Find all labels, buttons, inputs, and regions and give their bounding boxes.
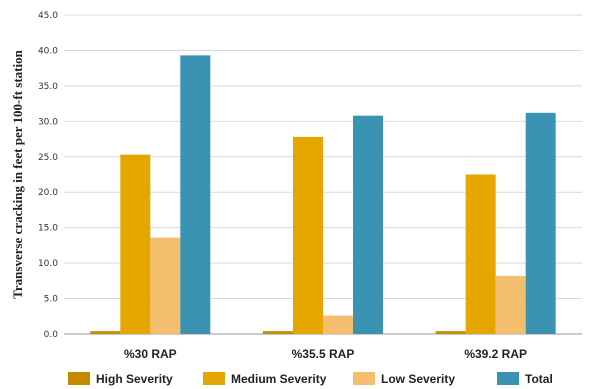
x-category-label: %35.5 RAP <box>292 347 355 361</box>
legend-label: Low Severity <box>381 372 455 386</box>
bar-medium-severity <box>120 154 151 334</box>
y-tick-label: 45.0 <box>38 11 58 21</box>
bar-total <box>525 112 556 335</box>
bar-high-severity <box>435 331 466 334</box>
y-tick-label: 25.0 <box>38 153 58 163</box>
x-axis-categories: %30 RAP %35.5 RAP %39.2 RAP <box>124 347 527 361</box>
bar-total <box>353 115 383 334</box>
y-tick-label: 20.0 <box>38 188 58 198</box>
y-tick-label: 5.0 <box>44 295 59 305</box>
bar-medium-severity <box>293 136 323 334</box>
bar-total <box>180 55 211 334</box>
y-tick-label: 0.0 <box>44 330 59 340</box>
legend-label: Total <box>525 372 553 386</box>
x-category-label: %39.2 RAP <box>464 347 527 361</box>
bar-high-severity <box>90 331 121 334</box>
bar-low-severity <box>323 315 353 334</box>
bar-medium-severity <box>465 174 496 334</box>
legend-swatch <box>497 372 519 385</box>
y-tick-label: 15.0 <box>38 224 58 234</box>
y-tick-label: 10.0 <box>38 259 58 269</box>
legend-swatch <box>353 372 375 385</box>
y-tick-label: 40.0 <box>38 46 58 56</box>
bar-high-severity <box>263 331 293 334</box>
y-tick-label: 30.0 <box>38 117 58 127</box>
legend: High Severity Medium Severity Low Severity… <box>68 372 553 386</box>
y-tick-label: 35.0 <box>38 82 58 92</box>
legend-swatch <box>203 372 225 385</box>
bar-low-severity <box>495 275 526 334</box>
y-axis-label: Transverse cracking in feet per 100-ft s… <box>10 49 25 298</box>
legend-swatch <box>68 372 90 385</box>
x-category-label: %30 RAP <box>124 347 177 361</box>
bar-low-severity <box>150 237 181 334</box>
legend-label: Medium Severity <box>231 372 327 386</box>
legend-label: High Severity <box>96 372 173 386</box>
bars <box>90 55 556 335</box>
y-axis-ticks: 0.0 5.0 10.0 15.0 20.0 25.0 30.0 35.0 40.0 45.0 <box>38 11 58 340</box>
